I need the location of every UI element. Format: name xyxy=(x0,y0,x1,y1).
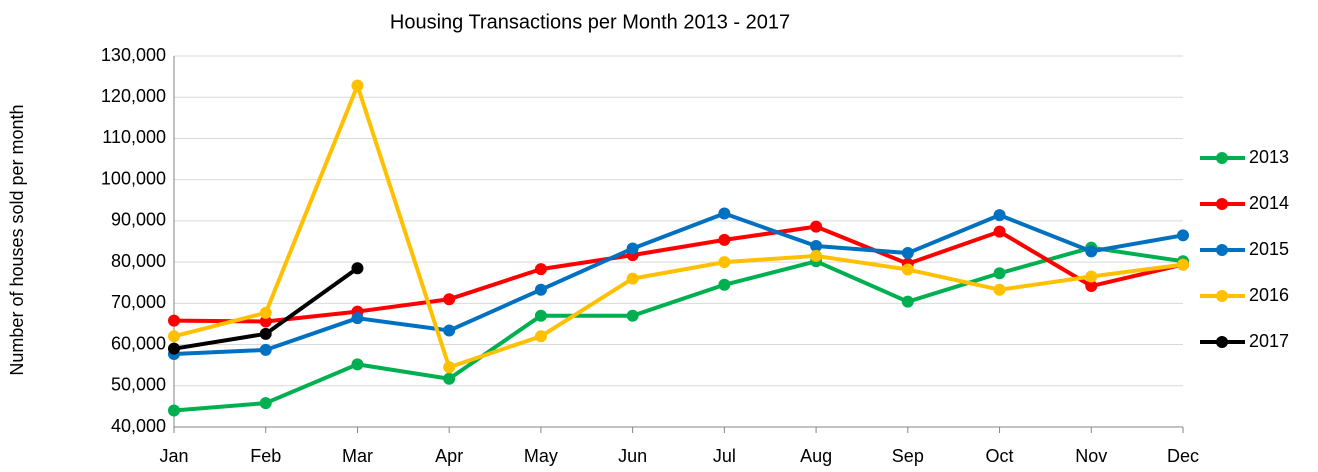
data-point xyxy=(168,314,180,327)
data-point xyxy=(718,278,731,291)
legend-label: 2013 xyxy=(1249,147,1289,167)
x-tick-label: Aug xyxy=(800,446,832,466)
data-point xyxy=(168,330,180,343)
y-tick-label: 120,000 xyxy=(101,86,166,106)
data-point xyxy=(1177,229,1189,242)
legend-label: 2016 xyxy=(1249,285,1289,305)
series-line xyxy=(173,224,1184,324)
y-tick-label: 40,000 xyxy=(111,416,166,436)
legend-label: 2014 xyxy=(1249,193,1289,213)
data-point xyxy=(259,343,272,356)
chart-title: Housing Transactions per Month 2013 - 20… xyxy=(390,11,790,33)
y-tick-label: 80,000 xyxy=(111,251,166,271)
legend-marker xyxy=(1216,290,1228,302)
data-point xyxy=(534,330,547,343)
data-point xyxy=(351,312,364,325)
data-point xyxy=(443,361,456,374)
x-tick-label: Dec xyxy=(1167,446,1199,466)
data-point xyxy=(626,309,639,322)
y-tick-label: 100,000 xyxy=(101,168,166,188)
data-point xyxy=(259,306,272,319)
data-point xyxy=(718,256,731,269)
series-line xyxy=(173,211,1184,357)
data-point xyxy=(534,309,547,322)
data-point xyxy=(901,295,914,308)
data-point xyxy=(351,358,364,371)
series-line xyxy=(173,245,1184,413)
data-point xyxy=(810,220,823,233)
data-point xyxy=(351,79,364,92)
legend-label: 2017 xyxy=(1249,331,1289,351)
legend-marker xyxy=(1216,244,1228,256)
data-point xyxy=(168,404,180,417)
x-tick-label: Nov xyxy=(1075,446,1107,466)
x-tick-label: May xyxy=(524,446,558,466)
data-point xyxy=(993,225,1006,238)
x-tick-label: Mar xyxy=(342,446,373,466)
legend-label: 2015 xyxy=(1249,239,1289,259)
x-tick-label: Jan xyxy=(159,446,188,466)
data-point xyxy=(993,283,1006,296)
y-tick-label: 50,000 xyxy=(111,375,166,395)
x-tick-label: Feb xyxy=(250,446,281,466)
x-tick-label: Sep xyxy=(892,446,924,466)
legend-marker xyxy=(1216,336,1228,348)
y-tick-label: 110,000 xyxy=(102,127,166,147)
data-point xyxy=(259,397,272,410)
data-point xyxy=(1085,245,1098,258)
y-tick-label: 60,000 xyxy=(111,333,166,353)
data-point xyxy=(443,293,456,306)
series-line xyxy=(173,83,1184,370)
data-point xyxy=(718,233,731,246)
y-tick-label: 90,000 xyxy=(111,210,166,230)
data-point xyxy=(534,263,547,276)
x-tick-label: Jun xyxy=(618,446,647,466)
data-point xyxy=(1085,280,1098,293)
data-point xyxy=(810,240,823,253)
data-point xyxy=(901,247,914,260)
data-point xyxy=(443,324,456,337)
data-point xyxy=(993,267,1006,280)
data-point xyxy=(993,209,1006,222)
data-point xyxy=(534,283,547,296)
y-axis-label: Number of houses sold per month xyxy=(7,104,27,375)
data-point xyxy=(168,342,180,355)
data-point xyxy=(259,327,272,340)
data-point xyxy=(718,207,731,220)
data-point xyxy=(626,272,639,285)
y-tick-label: 130,000 xyxy=(101,45,166,65)
data-point xyxy=(443,372,456,385)
data-point xyxy=(1085,270,1098,283)
data-point xyxy=(901,263,914,276)
y-tick-label: 70,000 xyxy=(111,292,166,312)
legend-marker xyxy=(1216,152,1228,164)
data-point xyxy=(351,262,364,275)
x-tick-label: Oct xyxy=(986,446,1014,466)
data-point xyxy=(810,249,823,262)
legend-marker xyxy=(1216,198,1228,210)
data-point xyxy=(259,315,272,328)
x-tick-label: Jul xyxy=(713,446,736,466)
data-point xyxy=(1177,258,1189,271)
x-tick-label: Apr xyxy=(435,446,463,466)
data-point xyxy=(626,242,639,255)
